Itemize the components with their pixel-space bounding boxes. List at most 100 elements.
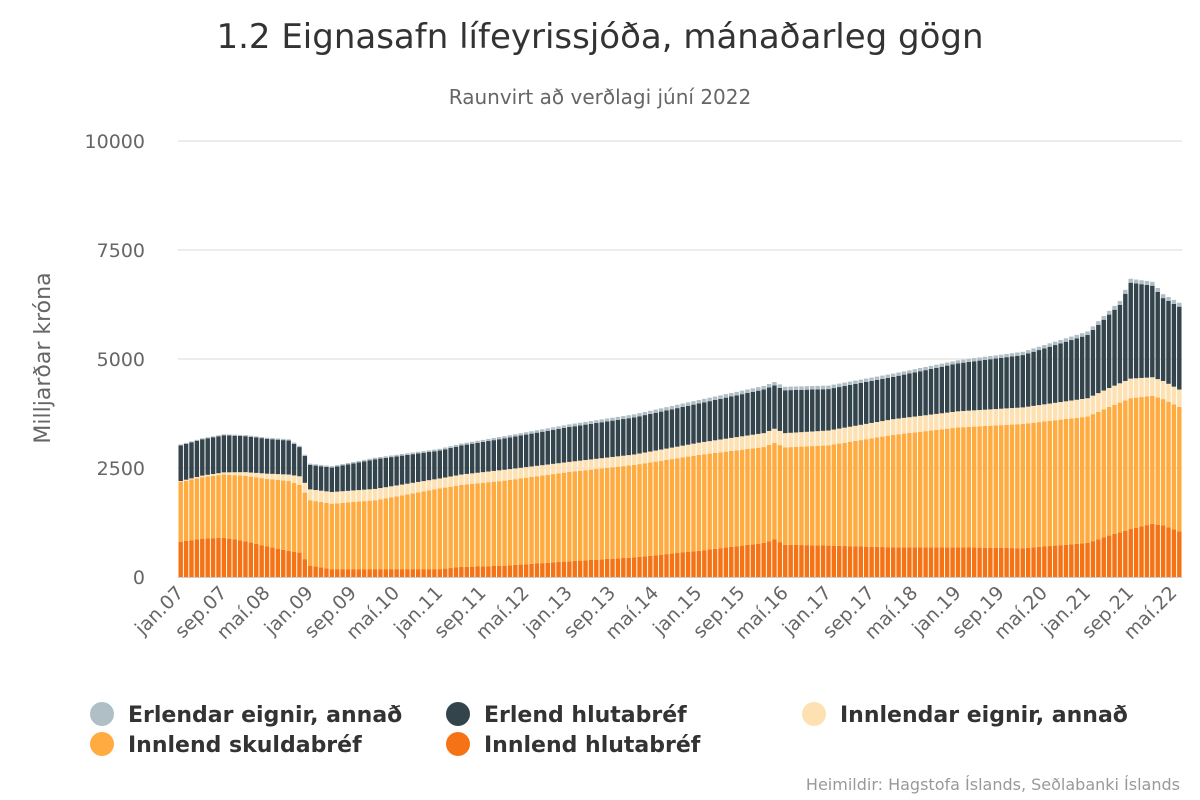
- bar-segment[interactable]: [804, 389, 810, 432]
- bar-segment[interactable]: [1036, 405, 1042, 423]
- bar-segment[interactable]: [1112, 533, 1117, 577]
- bar-segment[interactable]: [1009, 424, 1015, 549]
- bar-segment[interactable]: [1106, 310, 1112, 315]
- bar-segment[interactable]: [907, 373, 912, 418]
- bar-segment[interactable]: [815, 385, 820, 390]
- bar-segment[interactable]: [680, 406, 685, 446]
- bar-segment[interactable]: [1123, 530, 1128, 577]
- bar-segment[interactable]: [302, 454, 308, 457]
- bar-segment[interactable]: [200, 477, 205, 539]
- bar-segment[interactable]: [351, 502, 356, 570]
- bar-segment[interactable]: [928, 414, 934, 431]
- bar-segment[interactable]: [356, 501, 362, 570]
- bar-segment[interactable]: [799, 389, 804, 433]
- bar-segment[interactable]: [907, 433, 912, 548]
- bar-segment[interactable]: [1166, 401, 1171, 528]
- bar-segment[interactable]: [1036, 422, 1042, 547]
- bar-segment[interactable]: [399, 454, 405, 456]
- bar-segment[interactable]: [691, 443, 696, 456]
- bar-segment[interactable]: [383, 487, 389, 499]
- bar-segment[interactable]: [227, 435, 232, 473]
- bar-segment[interactable]: [1128, 529, 1133, 577]
- bar-segment[interactable]: [853, 546, 858, 577]
- bar-segment[interactable]: [459, 445, 464, 475]
- bar-segment[interactable]: [421, 451, 426, 453]
- bar-segment[interactable]: [291, 483, 297, 552]
- bar-segment[interactable]: [394, 485, 399, 497]
- bar-segment[interactable]: [437, 448, 443, 451]
- bar-segment[interactable]: [864, 378, 869, 382]
- bar-segment[interactable]: [469, 566, 475, 577]
- bar-segment[interactable]: [372, 459, 378, 489]
- bar-segment[interactable]: [847, 546, 853, 577]
- bar-segment[interactable]: [669, 459, 675, 554]
- bar-segment[interactable]: [459, 566, 464, 577]
- bar-segment[interactable]: [917, 415, 923, 432]
- bar-segment[interactable]: [1004, 353, 1009, 358]
- bar-segment[interactable]: [761, 542, 766, 577]
- bar-segment[interactable]: [1004, 408, 1009, 425]
- bar-segment[interactable]: [313, 566, 318, 577]
- bar-segment[interactable]: [496, 565, 502, 577]
- bar-segment[interactable]: [286, 550, 291, 577]
- bar-segment[interactable]: [243, 472, 248, 476]
- bar-segment[interactable]: [837, 383, 842, 388]
- bar-segment[interactable]: [1155, 524, 1160, 577]
- bar-segment[interactable]: [842, 546, 847, 577]
- bar-segment[interactable]: [664, 407, 669, 411]
- bar-segment[interactable]: [858, 546, 864, 577]
- bar-segment[interactable]: [1031, 348, 1036, 352]
- bar-segment[interactable]: [783, 544, 788, 577]
- bar-segment[interactable]: [1031, 405, 1036, 423]
- bar-segment[interactable]: [243, 436, 248, 473]
- bar-segment[interactable]: [696, 550, 702, 577]
- bar-segment[interactable]: [496, 481, 502, 566]
- bar-segment[interactable]: [356, 462, 362, 491]
- bar-segment[interactable]: [917, 371, 923, 416]
- bar-segment[interactable]: [394, 456, 399, 486]
- bar-segment[interactable]: [480, 441, 486, 473]
- bar-segment[interactable]: [977, 357, 982, 361]
- bar-segment[interactable]: [178, 445, 183, 482]
- bar-segment[interactable]: [944, 362, 950, 366]
- bar-segment[interactable]: [772, 428, 777, 443]
- bar-segment[interactable]: [729, 546, 734, 577]
- bar-segment[interactable]: [340, 502, 345, 570]
- bar-segment[interactable]: [966, 547, 971, 578]
- bar-segment[interactable]: [799, 545, 804, 577]
- bar-segment[interactable]: [254, 437, 259, 473]
- bar-segment[interactable]: [248, 436, 254, 473]
- bar-segment[interactable]: [955, 547, 961, 577]
- bar-segment[interactable]: [469, 441, 475, 444]
- bar-segment[interactable]: [248, 476, 254, 543]
- bar-segment[interactable]: [631, 417, 637, 455]
- bar-segment[interactable]: [723, 397, 729, 439]
- bar-segment[interactable]: [1031, 547, 1036, 577]
- bar-segment[interactable]: [917, 368, 923, 372]
- bar-segment[interactable]: [243, 475, 248, 542]
- bar-segment[interactable]: [1069, 400, 1074, 419]
- bar-segment[interactable]: [874, 379, 880, 422]
- bar-segment[interactable]: [486, 566, 491, 577]
- bar-segment[interactable]: [1036, 546, 1042, 577]
- bar-segment[interactable]: [297, 476, 302, 485]
- bar-segment[interactable]: [756, 447, 761, 544]
- bar-segment[interactable]: [513, 436, 518, 469]
- bar-segment[interactable]: [783, 386, 788, 391]
- bar-segment[interactable]: [626, 557, 631, 577]
- bar-segment[interactable]: [966, 358, 971, 362]
- bar-segment[interactable]: [691, 401, 696, 405]
- bar-segment[interactable]: [432, 569, 437, 577]
- bar-segment[interactable]: [480, 439, 486, 442]
- bar-segment[interactable]: [415, 569, 421, 577]
- bar-segment[interactable]: [745, 449, 750, 545]
- bar-segment[interactable]: [928, 368, 934, 415]
- bar-segment[interactable]: [572, 426, 577, 462]
- bar-segment[interactable]: [853, 440, 858, 547]
- bar-segment[interactable]: [707, 397, 712, 402]
- bar-segment[interactable]: [491, 565, 496, 577]
- bar-segment[interactable]: [1096, 393, 1101, 412]
- bar-segment[interactable]: [739, 436, 745, 450]
- bar-segment[interactable]: [502, 436, 507, 439]
- bar-segment[interactable]: [1117, 383, 1123, 403]
